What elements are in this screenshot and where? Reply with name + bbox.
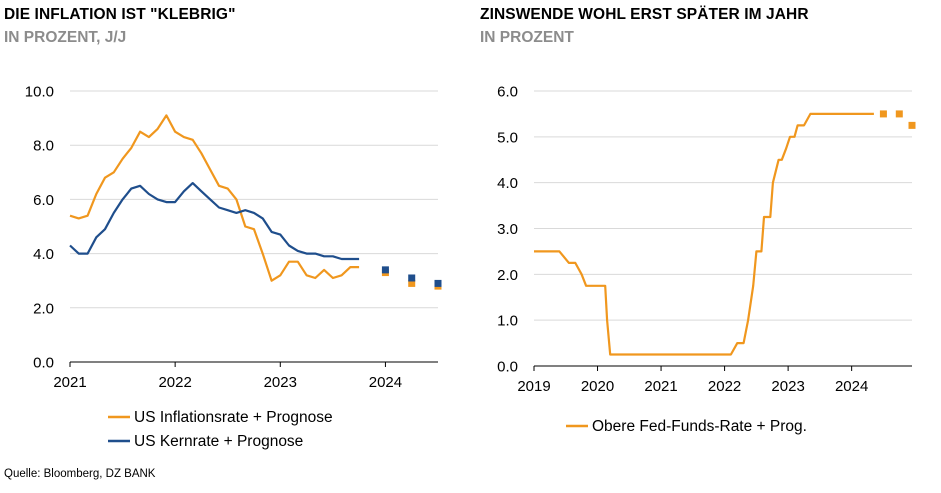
right-xtick-label: 2022 xyxy=(708,378,741,395)
right-legend-label-1: Obere Fed-Funds-Rate + Prog. xyxy=(592,418,807,435)
right-xtick-label: 2024 xyxy=(835,378,868,395)
right-xtick-label: 2019 xyxy=(517,378,550,395)
left-forecast-point xyxy=(381,266,389,274)
left-ytick-label: 2.0 xyxy=(33,300,54,317)
left-xtick-label: 2023 xyxy=(264,374,297,391)
right-ytick-label: 2.0 xyxy=(497,267,518,284)
right-forecast-point xyxy=(895,110,903,118)
right-ytick-label: 4.0 xyxy=(497,175,518,192)
right-forecast-point xyxy=(908,121,916,129)
right-xtick-label: 2021 xyxy=(644,378,677,395)
left-ytick-label: 8.0 xyxy=(33,138,54,155)
right-chart-subtitle: IN PROZENT xyxy=(480,29,574,46)
left-chart-title: DIE INFLATION IST "KLEBRIG" xyxy=(4,6,236,23)
left-series-line-2 xyxy=(69,182,360,261)
left-xtick-label: 2024 xyxy=(369,374,402,391)
right-xtick-label: 2020 xyxy=(581,378,614,395)
right-xtick-label: 2023 xyxy=(771,378,804,395)
left-legend-label-2: US Kernrate + Prognose xyxy=(134,433,303,450)
left-forecast-point xyxy=(408,274,416,282)
right-ytick-label: 6.0 xyxy=(497,84,518,101)
right-chart-title: ZINSWENDE WOHL ERST SPÄTER IM JAHR xyxy=(480,6,809,23)
left-xtick-label: 2022 xyxy=(158,374,191,391)
right-series-line-1 xyxy=(534,112,874,356)
left-xtick-label: 2021 xyxy=(53,374,86,391)
left-forecast-point xyxy=(408,279,416,287)
left-chart-subtitle: IN PROZENT, J/J xyxy=(4,29,127,46)
right-ytick-label: 5.0 xyxy=(497,129,518,146)
right-ytick-label: 1.0 xyxy=(497,313,518,330)
left-ytick-label: 6.0 xyxy=(33,192,54,209)
left-ytick-label: 0.0 xyxy=(33,355,54,372)
right-ytick-label: 3.0 xyxy=(497,221,518,238)
source-note: Quelle: Bloomberg, DZ BANK xyxy=(4,468,156,480)
right-ytick-label: 0.0 xyxy=(497,359,518,376)
right-forecast-point xyxy=(879,110,887,118)
left-series-line-1 xyxy=(69,114,360,282)
left-legend-label-1: US Inflationsrate + Prognose xyxy=(134,409,333,426)
left-forecast-point xyxy=(434,279,442,287)
left-ytick-label: 10.0 xyxy=(25,84,54,101)
left-ytick-label: 4.0 xyxy=(33,246,54,263)
